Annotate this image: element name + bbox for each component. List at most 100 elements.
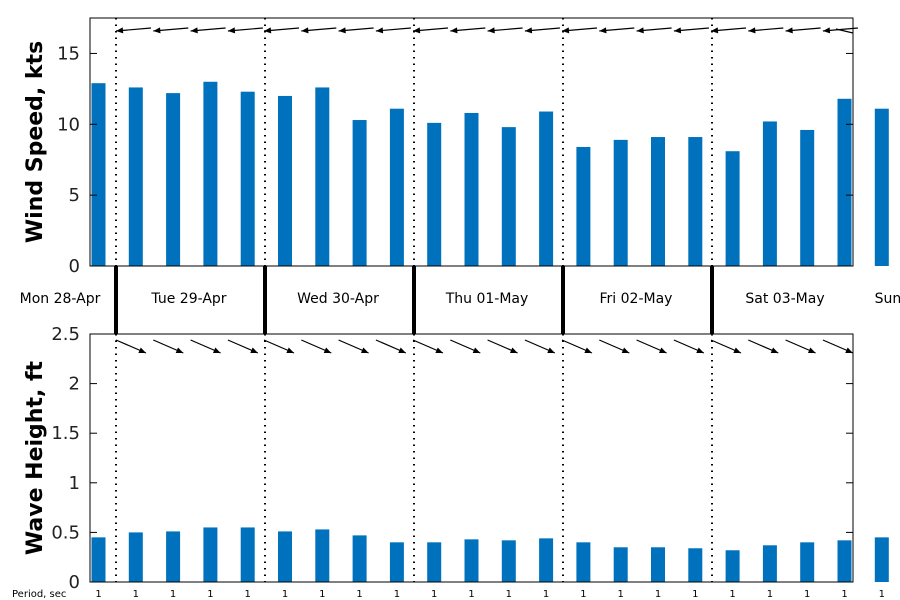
wave-height-bar — [576, 542, 591, 582]
wave-arrow-head — [696, 347, 704, 353]
period-value: 1 — [245, 589, 251, 600]
wind-y-tick-label: 5 — [69, 185, 80, 206]
day-divider-lines — [114, 18, 714, 582]
wind-y-axis-label: Wind Speed, kts — [23, 41, 48, 243]
wind-speed-bar — [240, 91, 255, 266]
wind-direction-arrows — [115, 27, 858, 34]
wind-arrow-head — [711, 27, 719, 34]
wave-arrow-head — [138, 347, 146, 353]
wind-speed-bar — [501, 127, 516, 267]
wind-arrow-head — [450, 27, 458, 34]
wave-y-tick-label: 1.5 — [51, 423, 80, 444]
day-label: Mon 28-Apr — [20, 291, 101, 307]
wind-arrow-head — [264, 27, 272, 34]
period-value: 1 — [95, 589, 101, 600]
wave-height-bar — [464, 539, 479, 582]
axes — [89, 17, 854, 583]
wave-height-bar — [837, 540, 852, 582]
wave-y-tick-label: 2.5 — [51, 324, 80, 345]
wind-arrow-head — [227, 27, 236, 34]
wave-height-bar — [725, 550, 740, 582]
wind-y-tick-label: 0 — [69, 256, 80, 277]
period-value: 1 — [729, 589, 735, 600]
wind-speed-bar — [278, 95, 292, 266]
wave-arrow-head — [845, 347, 853, 353]
wind-speed-bar — [688, 137, 703, 266]
wind-arrow-head — [190, 27, 198, 34]
wind-y-tick-label: 10 — [57, 114, 80, 135]
wind-arrow-head — [153, 27, 161, 34]
wave-height-bar — [315, 529, 330, 582]
wave-height-bar — [688, 548, 703, 582]
period-value: 1 — [282, 589, 288, 600]
wind-speed-bar — [203, 81, 218, 267]
period-value: 1 — [692, 589, 698, 600]
wave-arrow-head — [175, 347, 184, 353]
wind-speed-bar — [651, 137, 665, 266]
axis-text: 0 5 10 15 0 0.5 1 1.5 2 2.5 Wind Speed, kts Wave He… — [12, 41, 900, 600]
wind-speed-bar — [874, 108, 889, 266]
wind-speed-bar — [576, 146, 591, 266]
wave-arrow-head — [658, 347, 667, 353]
day-label: Sat 03-May — [745, 291, 824, 307]
wave-height-bar — [501, 540, 516, 582]
period-value: 1 — [133, 589, 139, 600]
wave-height-bar — [128, 532, 143, 582]
period-value: 1 — [580, 589, 586, 600]
wind-arrow-head — [673, 27, 682, 34]
period-value: 1 — [356, 589, 362, 600]
wind-speed-bars — [91, 81, 889, 267]
period-value: 1 — [468, 589, 474, 600]
wave-y-tick-label: 0 — [69, 572, 80, 593]
wave-direction-arrows — [115, 339, 854, 354]
wave-arrow-head — [323, 347, 332, 353]
wave-height-bar — [613, 547, 628, 582]
wind-speed-bar — [315, 87, 330, 266]
wind-arrow-head — [413, 27, 421, 34]
wind-speed-bar — [166, 93, 181, 266]
period-value: 1 — [767, 589, 773, 600]
wave-height-bar — [278, 531, 292, 582]
wind-speed-bar — [613, 139, 628, 266]
period-value: 1 — [804, 589, 810, 600]
wave-height-bar — [651, 547, 665, 582]
wave-arrow-head — [286, 347, 294, 353]
wave-height-bar — [91, 537, 106, 582]
wave-arrow-head — [807, 347, 816, 353]
wave-height-bar — [203, 527, 218, 582]
day-label: Fri 02-May — [600, 291, 673, 307]
wind-speed-bar — [91, 83, 106, 266]
wind-arrow-head — [822, 27, 831, 34]
wave-height-bar — [874, 537, 889, 582]
period-value: 1 — [319, 589, 325, 600]
wind-arrow-head — [748, 27, 756, 34]
wind-speed-bar — [725, 151, 740, 266]
wave-arrow-head — [770, 347, 779, 353]
period-value: 1 — [543, 589, 549, 600]
day-label: Tue 29-Apr — [150, 291, 226, 307]
wind-arrow-head — [562, 27, 570, 34]
wave-arrow-head — [509, 347, 518, 353]
wave-height-bars — [91, 527, 889, 582]
wave-height-bar — [389, 542, 404, 582]
wind-arrow-head — [636, 27, 644, 34]
period-value: 1 — [394, 589, 400, 600]
wind-speed-bar — [427, 122, 442, 267]
day-label: Sun — [875, 291, 900, 307]
period-value: 1 — [506, 589, 512, 600]
wave-y-tick-label: 0.5 — [51, 522, 80, 543]
wind-speed-bar — [128, 87, 143, 266]
wave-height-bar — [762, 545, 777, 582]
wave-height-bar — [352, 535, 367, 582]
wind-y-tick-label: 15 — [57, 43, 80, 64]
wave-arrow-head — [472, 347, 481, 353]
wave-height-bar — [539, 538, 554, 582]
period-value: 1 — [841, 589, 847, 600]
wind-speed-bar — [837, 98, 852, 266]
wave-arrow-head — [435, 347, 443, 353]
wave-arrow-head — [621, 347, 630, 353]
wave-arrow-head — [398, 347, 406, 353]
wind-arrow-head — [301, 27, 309, 34]
wave-arrow-head — [733, 347, 741, 353]
day-label: Thu 01-May — [445, 291, 529, 307]
